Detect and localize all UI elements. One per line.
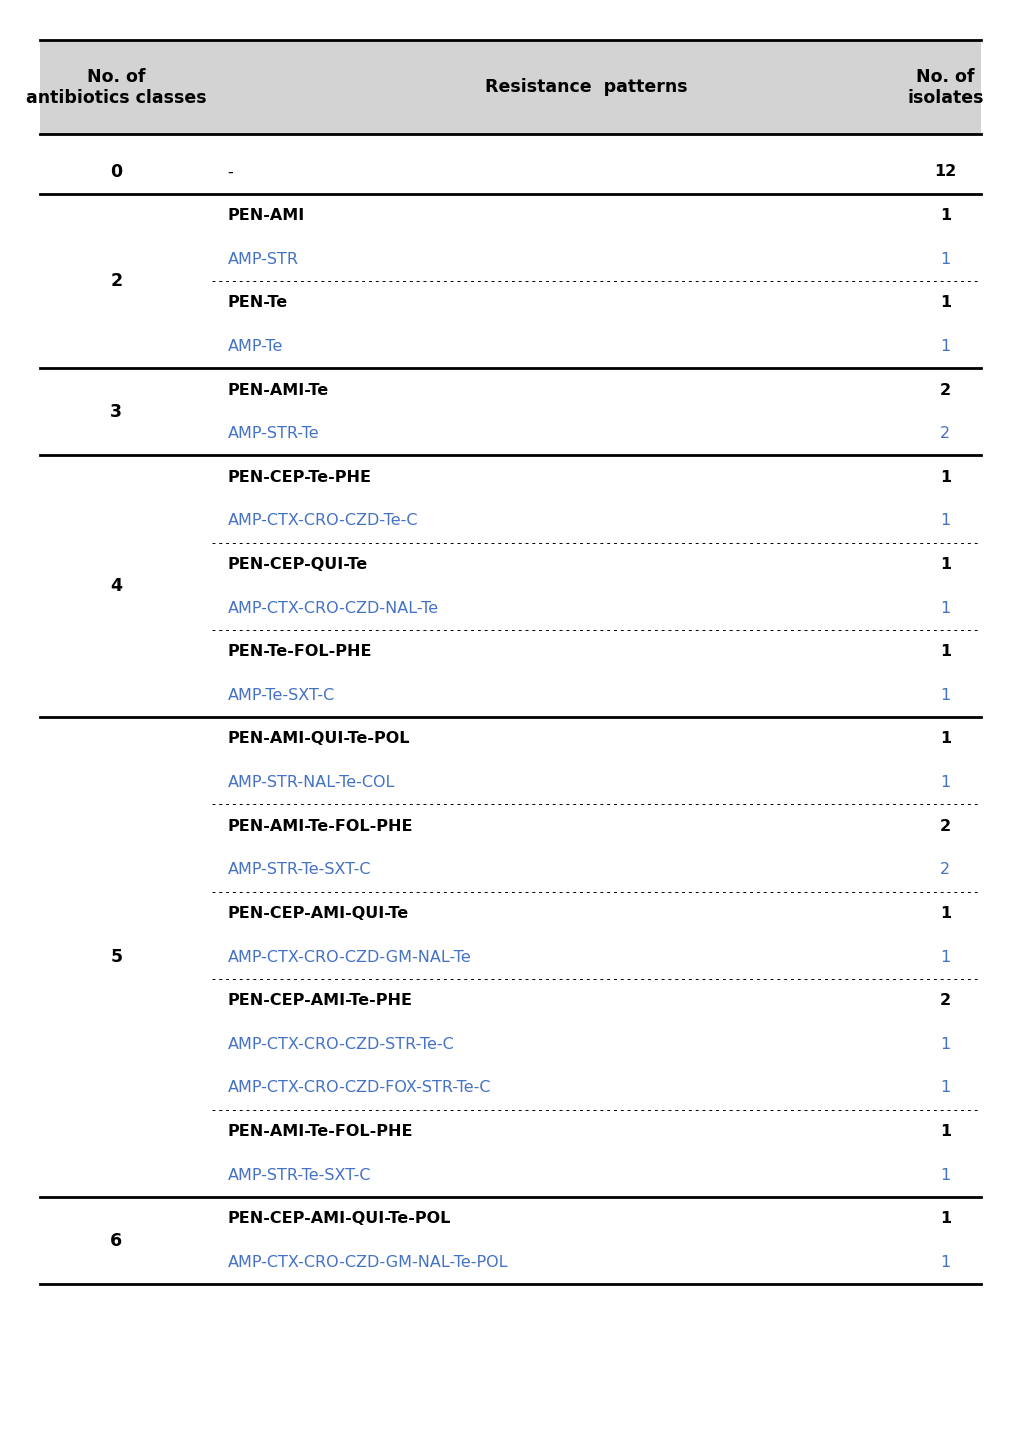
Text: PEN-AMI: PEN-AMI: [227, 209, 304, 223]
Text: 2: 2: [110, 272, 122, 290]
Text: AMP-STR-Te: AMP-STR-Te: [227, 426, 319, 440]
Text: 1: 1: [939, 1124, 951, 1138]
Text: -: -: [227, 164, 234, 179]
Text: No. of
antibiotics classes: No. of antibiotics classes: [26, 67, 206, 107]
Text: 1: 1: [940, 688, 950, 702]
Text: PEN-AMI-QUI-Te-POL: PEN-AMI-QUI-Te-POL: [227, 732, 410, 746]
Text: PEN-Te-FOL-PHE: PEN-Te-FOL-PHE: [227, 645, 372, 659]
Text: AMP-STR-NAL-Te-COL: AMP-STR-NAL-Te-COL: [227, 775, 395, 789]
Text: AMP-STR-Te-SXT-C: AMP-STR-Te-SXT-C: [227, 1168, 371, 1183]
Text: PEN-Te: PEN-Te: [227, 296, 288, 310]
Text: 1: 1: [940, 1037, 950, 1051]
Text: 0: 0: [110, 163, 122, 182]
Text: 1: 1: [939, 645, 951, 659]
Text: AMP-STR: AMP-STR: [227, 252, 298, 266]
Text: AMP-CTX-CRO-CZD-Te-C: AMP-CTX-CRO-CZD-Te-C: [227, 513, 418, 528]
Text: 5: 5: [110, 948, 122, 967]
Text: 2: 2: [940, 862, 950, 877]
Text: 12: 12: [934, 164, 956, 179]
Text: 1: 1: [939, 296, 951, 310]
Text: 1: 1: [939, 907, 951, 921]
Text: PEN-AMI-Te: PEN-AMI-Te: [227, 383, 329, 398]
Text: 1: 1: [940, 950, 950, 964]
Text: 2: 2: [939, 383, 951, 398]
Text: AMP-CTX-CRO-CZD-FOX-STR-Te-C: AMP-CTX-CRO-CZD-FOX-STR-Te-C: [227, 1081, 491, 1095]
Text: PEN-AMI-Te-FOL-PHE: PEN-AMI-Te-FOL-PHE: [227, 1124, 412, 1138]
Text: PEN-CEP-AMI-QUI-Te-POL: PEN-CEP-AMI-QUI-Te-POL: [227, 1211, 451, 1226]
Text: 2: 2: [939, 819, 951, 834]
Text: 1: 1: [940, 1168, 950, 1183]
Text: PEN-CEP-QUI-Te: PEN-CEP-QUI-Te: [227, 558, 368, 572]
Text: 2: 2: [939, 994, 951, 1008]
Bar: [40, 40, 981, 134]
Text: 1: 1: [940, 513, 950, 528]
Text: AMP-Te-SXT-C: AMP-Te-SXT-C: [227, 688, 335, 702]
Text: 6: 6: [110, 1231, 122, 1250]
Text: PEN-CEP-AMI-QUI-Te: PEN-CEP-AMI-QUI-Te: [227, 907, 408, 921]
Text: 1: 1: [939, 732, 951, 746]
Text: 1: 1: [940, 252, 950, 266]
Text: 1: 1: [939, 1211, 951, 1226]
Text: AMP-STR-Te-SXT-C: AMP-STR-Te-SXT-C: [227, 862, 371, 877]
Text: AMP-Te: AMP-Te: [227, 339, 283, 353]
Text: AMP-CTX-CRO-CZD-STR-Te-C: AMP-CTX-CRO-CZD-STR-Te-C: [227, 1037, 454, 1051]
Text: Resistance  patterns: Resistance patterns: [485, 79, 687, 96]
Text: 1: 1: [940, 775, 950, 789]
Text: 1: 1: [939, 470, 951, 485]
Text: 1: 1: [939, 558, 951, 572]
Text: 3: 3: [110, 403, 122, 420]
Text: No. of
isolates: No. of isolates: [907, 67, 984, 107]
Text: PEN-CEP-AMI-Te-PHE: PEN-CEP-AMI-Te-PHE: [227, 994, 412, 1008]
Text: AMP-CTX-CRO-CZD-NAL-Te: AMP-CTX-CRO-CZD-NAL-Te: [227, 601, 439, 615]
Text: AMP-CTX-CRO-CZD-GM-NAL-Te: AMP-CTX-CRO-CZD-GM-NAL-Te: [227, 950, 471, 964]
Text: 1: 1: [940, 1256, 950, 1270]
Text: PEN-AMI-Te-FOL-PHE: PEN-AMI-Te-FOL-PHE: [227, 819, 412, 834]
Text: 2: 2: [940, 426, 950, 440]
Text: AMP-CTX-CRO-CZD-GM-NAL-Te-POL: AMP-CTX-CRO-CZD-GM-NAL-Te-POL: [227, 1256, 508, 1270]
Text: 1: 1: [940, 601, 950, 615]
Text: 1: 1: [940, 339, 950, 353]
Text: 1: 1: [940, 1081, 950, 1095]
Text: 1: 1: [939, 209, 951, 223]
Text: 4: 4: [110, 578, 122, 595]
Text: PEN-CEP-Te-PHE: PEN-CEP-Te-PHE: [227, 470, 371, 485]
